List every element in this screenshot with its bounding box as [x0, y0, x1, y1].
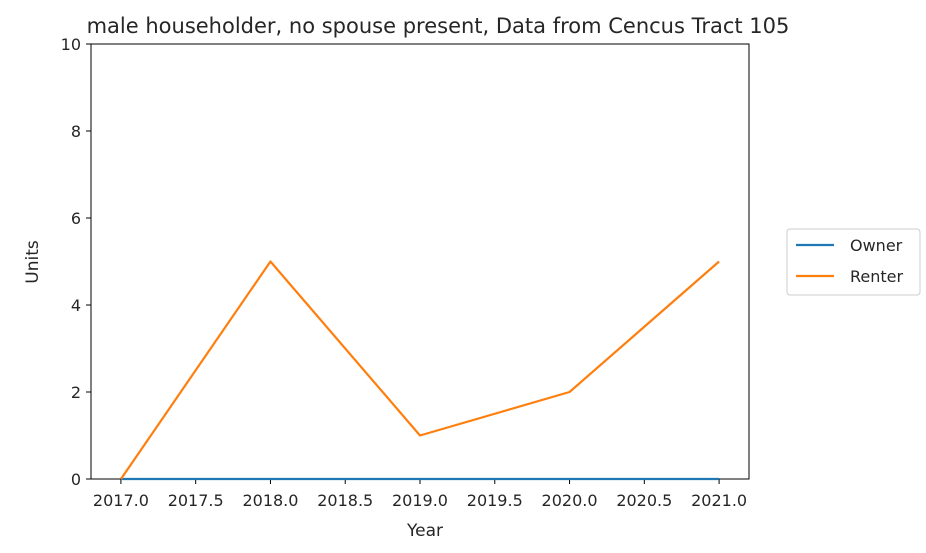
y-tick-label: 10: [61, 35, 81, 54]
plot-area: [90, 43, 750, 480]
y-tick-label: 8: [71, 122, 81, 141]
x-tick-label: 2017.0: [93, 491, 149, 510]
y-tick-label: 4: [71, 296, 81, 315]
y-axis: 0 2 4 6 8 10: [61, 35, 91, 489]
chart-title: male householder, no spouse present, Dat…: [87, 14, 790, 38]
x-tick-label: 2018.5: [317, 491, 373, 510]
legend-label: Owner: [850, 236, 903, 255]
x-axis-label: Year: [406, 521, 443, 541]
y-tick-label: 2: [71, 383, 81, 402]
x-tick-label: 2018.0: [242, 491, 298, 510]
plot-frame: [90, 43, 750, 480]
x-tick-label: 2019.5: [467, 491, 523, 510]
series-line-renter: [120, 260, 720, 480]
y-tick-label: 0: [71, 470, 81, 489]
y-axis-label: Units: [23, 240, 43, 284]
x-axis: 2017.0 2017.5 2018.0 2018.5 2019.0 2019.5 2020…: [93, 479, 747, 510]
x-tick-label: 2019.0: [392, 491, 448, 510]
legend-label: Renter: [850, 267, 904, 286]
legend: Owner Renter: [786, 228, 921, 296]
x-tick-label: 2020.5: [616, 491, 672, 510]
x-tick-label: 2017.5: [168, 491, 224, 510]
x-tick-label: 2021.0: [691, 491, 747, 510]
x-tick-label: 2020.0: [542, 491, 598, 510]
series-lines: [120, 260, 720, 481]
y-tick-label: 6: [71, 209, 81, 228]
